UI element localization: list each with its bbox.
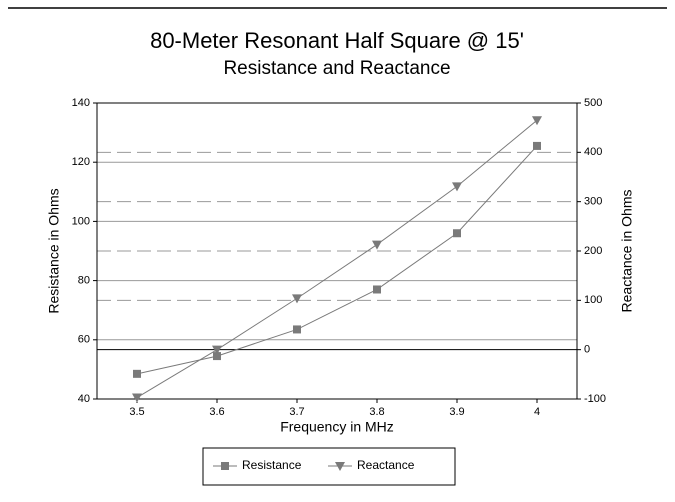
marker-triangle: [452, 182, 462, 192]
marker-square: [373, 285, 381, 294]
y-tick-label: 60: [78, 334, 90, 346]
x-tick-label: 3.9: [449, 406, 464, 418]
legend-label: Reactance: [357, 458, 415, 472]
legend-box: [202, 447, 456, 486]
y-tick-label: 80: [78, 275, 90, 287]
marker-square: [133, 369, 141, 378]
marker-square: [533, 141, 541, 150]
y2-tick-label: 500: [584, 97, 602, 109]
y2-tick-label: 300: [584, 196, 602, 208]
marker-triangle: [292, 294, 302, 304]
y2-axis-label: Reactance in Ohms: [619, 190, 635, 313]
marker-square: [293, 325, 301, 334]
y2-tick-label: 200: [584, 245, 602, 257]
y-tick-label: 100: [72, 215, 90, 227]
legend-label: Resistance: [242, 458, 302, 472]
x-axis-label: Frequency in MHz: [280, 419, 394, 435]
marker-triangle: [532, 116, 542, 126]
marker-triangle: [335, 462, 345, 471]
x-tick-label: 3.8: [369, 406, 384, 418]
chart-title: 80-Meter Resonant Half Square @ 15': [150, 28, 524, 53]
series-line: [136, 145, 538, 375]
y-tick-label: 40: [78, 393, 90, 405]
marker-triangle: [212, 345, 222, 355]
y-axis-label: Resistance in Ohms: [46, 188, 62, 313]
marker-triangle: [132, 393, 142, 403]
x-tick-label: 3.7: [289, 406, 304, 418]
x-tick-label: 4: [534, 406, 540, 418]
plot-frame: [96, 102, 578, 400]
y-tick-label: 140: [72, 97, 90, 109]
x-tick-label: 3.6: [209, 406, 224, 418]
marker-square: [213, 352, 221, 361]
series-line: [136, 119, 538, 398]
y2-tick-label: -100: [584, 393, 606, 405]
y2-tick-label: 100: [584, 294, 602, 306]
y2-tick-label: 400: [584, 146, 602, 158]
marker-square: [221, 462, 229, 470]
marker-triangle: [372, 240, 382, 250]
marker-square: [453, 229, 461, 238]
chart-subtitle: Resistance and Reactance: [223, 58, 450, 79]
y-tick-label: 120: [72, 156, 90, 168]
x-tick-label: 3.5: [129, 406, 144, 418]
y2-tick-label: 0: [584, 344, 590, 356]
